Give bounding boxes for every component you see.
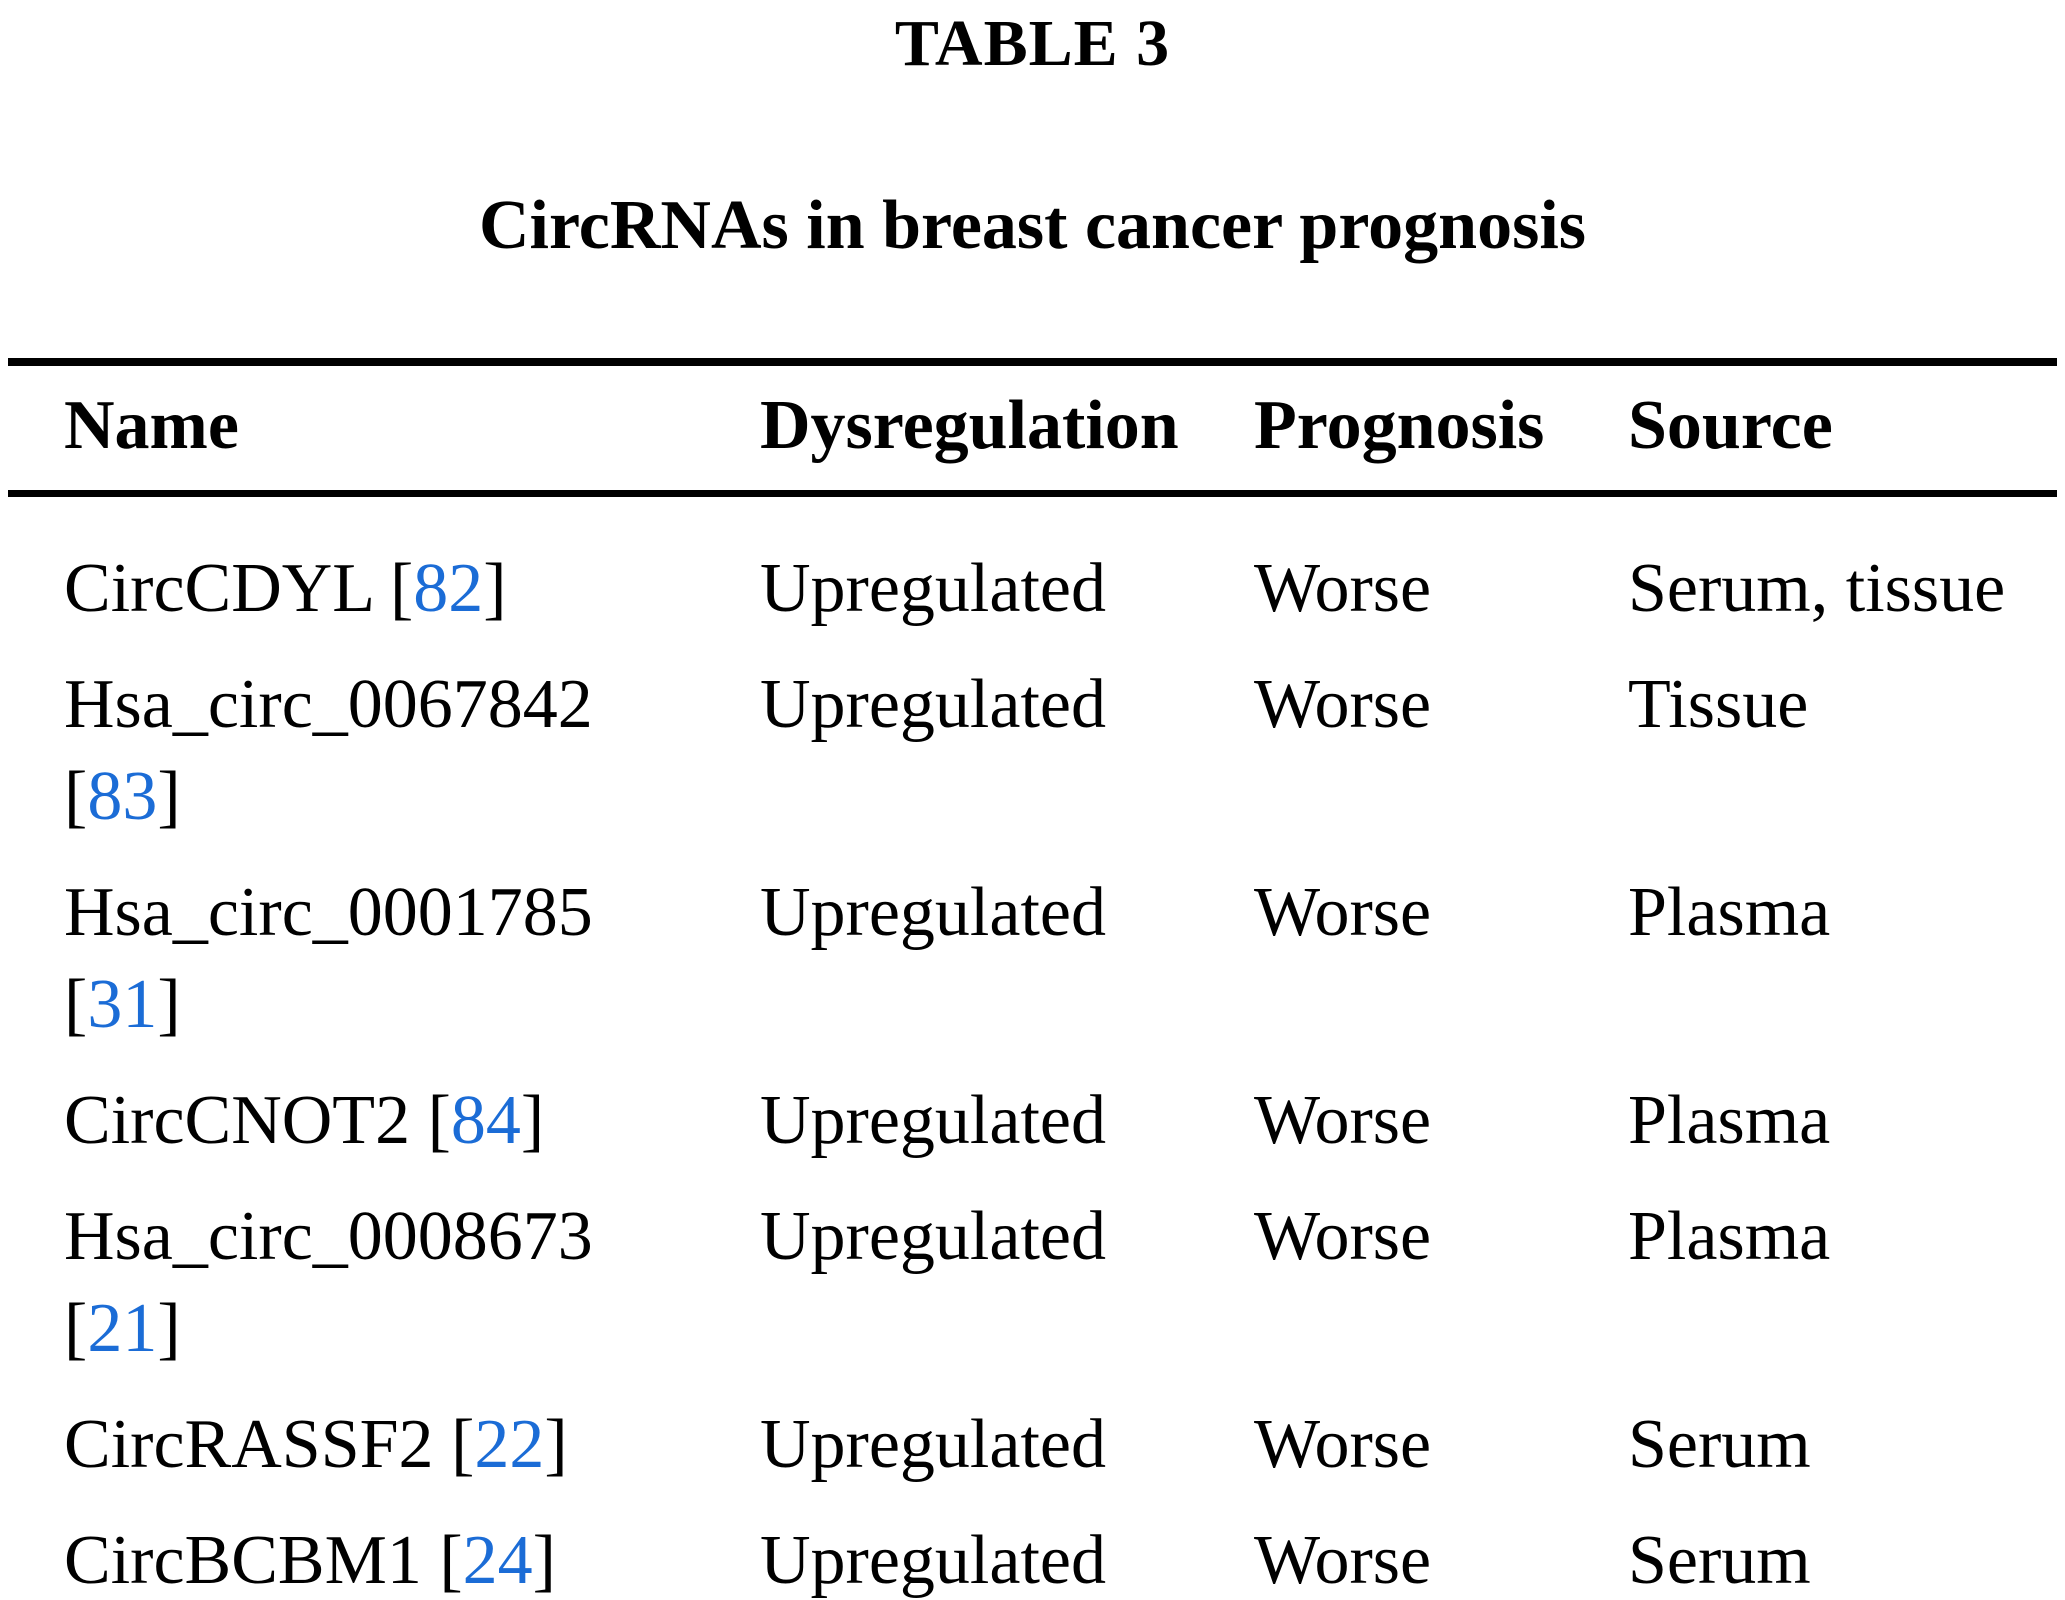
table-number-label: TABLE 3 <box>894 7 1171 80</box>
source-cell: Plasma <box>1628 1198 1831 1275</box>
source-cell: Plasma <box>1628 874 1831 951</box>
source-cell: Tissue <box>1628 666 1809 743</box>
table-row: CircBCBM1 [24] Upregulated Worse Serum <box>8 1503 2057 1600</box>
name-cell: Hsa_circ_0008673 [21] <box>8 1179 708 1387</box>
circrna-prognosis-table: Name Dysregulation Prognosis Source Circ… <box>8 358 2057 1600</box>
name-cell: Hsa_circ_0001785 [31] <box>8 855 708 1063</box>
table-header: Name Dysregulation Prognosis Source <box>8 362 2057 497</box>
header-prognosis: Prognosis <box>1208 362 1578 497</box>
reference-bracket: [84] <box>427 1082 545 1159</box>
circrna-name: CircCNOT2 <box>64 1082 411 1159</box>
source-cell: Serum, tissue <box>1628 550 2006 627</box>
dysregulation-cell: Upregulated <box>760 1522 1106 1599</box>
name-cell: CircRASSF2 [22] <box>8 1387 708 1503</box>
prognosis-cell: Worse <box>1254 550 1432 627</box>
prognosis-cell: Worse <box>1254 1198 1432 1275</box>
table-caption: CircRNAs in breast cancer prognosis <box>478 187 1587 264</box>
dysregulation-cell: Upregulated <box>760 1198 1106 1275</box>
reference-link[interactable]: 24 <box>462 1522 533 1599</box>
reference-link[interactable]: 22 <box>474 1406 545 1483</box>
name-cell: Hsa_circ_0067842 [83] <box>8 647 708 855</box>
reference-link[interactable]: 82 <box>413 550 484 627</box>
reference-link[interactable]: 84 <box>450 1082 521 1159</box>
table-row: CircCNOT2 [84] Upregulated Worse Plasma <box>8 1063 2057 1179</box>
table-body: CircCDYL [82] Upregulated Worse Serum, t… <box>8 494 2057 1600</box>
circrna-name: CircRASSF2 <box>64 1406 434 1483</box>
table-row: Hsa_circ_0008673 [21] Upregulated Worse … <box>8 1179 2057 1387</box>
header-dysregulation: Dysregulation <box>708 362 1208 497</box>
header-source: Source <box>1578 362 2057 497</box>
table-row: Hsa_circ_0067842 [83] Upregulated Worse … <box>8 647 2057 855</box>
name-cell: CircCNOT2 [84] <box>8 1063 708 1179</box>
reference-link[interactable]: 21 <box>87 1290 158 1367</box>
circrna-name: CircBCBM1 <box>64 1522 422 1599</box>
table-row: CircRASSF2 [22] Upregulated Worse Serum <box>8 1387 2057 1503</box>
prognosis-cell: Worse <box>1254 666 1432 743</box>
dysregulation-cell: Upregulated <box>760 1406 1106 1483</box>
circrna-name: Hsa_circ_0008673 <box>64 1198 593 1275</box>
reference-link[interactable]: 83 <box>87 758 158 835</box>
dysregulation-cell: Upregulated <box>760 874 1106 951</box>
prognosis-cell: Worse <box>1254 1522 1432 1599</box>
reference-link[interactable]: 31 <box>87 966 158 1043</box>
prognosis-cell: Worse <box>1254 1082 1432 1159</box>
source-cell: Serum <box>1628 1522 1811 1599</box>
reference-bracket: [82] <box>389 550 507 627</box>
table-row: CircCDYL [82] Upregulated Worse Serum, t… <box>8 494 2057 648</box>
source-cell: Plasma <box>1628 1082 1831 1159</box>
circrna-name: Hsa_circ_0067842 <box>64 666 593 743</box>
source-cell: Serum <box>1628 1406 1811 1483</box>
reference-bracket: [31] <box>64 966 181 1043</box>
reference-bracket: [21] <box>64 1290 181 1367</box>
prognosis-cell: Worse <box>1254 1406 1432 1483</box>
reference-bracket: [22] <box>451 1406 568 1483</box>
name-cell: CircCDYL [82] <box>8 494 708 648</box>
circrna-name: Hsa_circ_0001785 <box>64 874 593 951</box>
header-name: Name <box>8 362 708 497</box>
dysregulation-cell: Upregulated <box>760 1082 1106 1159</box>
header-row: Name Dysregulation Prognosis Source <box>8 362 2057 497</box>
table-row: Hsa_circ_0001785 [31] Upregulated Worse … <box>8 855 2057 1063</box>
dysregulation-cell: Upregulated <box>760 666 1106 743</box>
reference-bracket: [24] <box>439 1522 556 1599</box>
reference-bracket: [83] <box>64 758 181 835</box>
prognosis-cell: Worse <box>1254 874 1432 951</box>
dysregulation-cell: Upregulated <box>760 550 1106 627</box>
circrna-name: CircCDYL <box>64 550 373 627</box>
name-cell: CircBCBM1 [24] <box>8 1503 708 1600</box>
